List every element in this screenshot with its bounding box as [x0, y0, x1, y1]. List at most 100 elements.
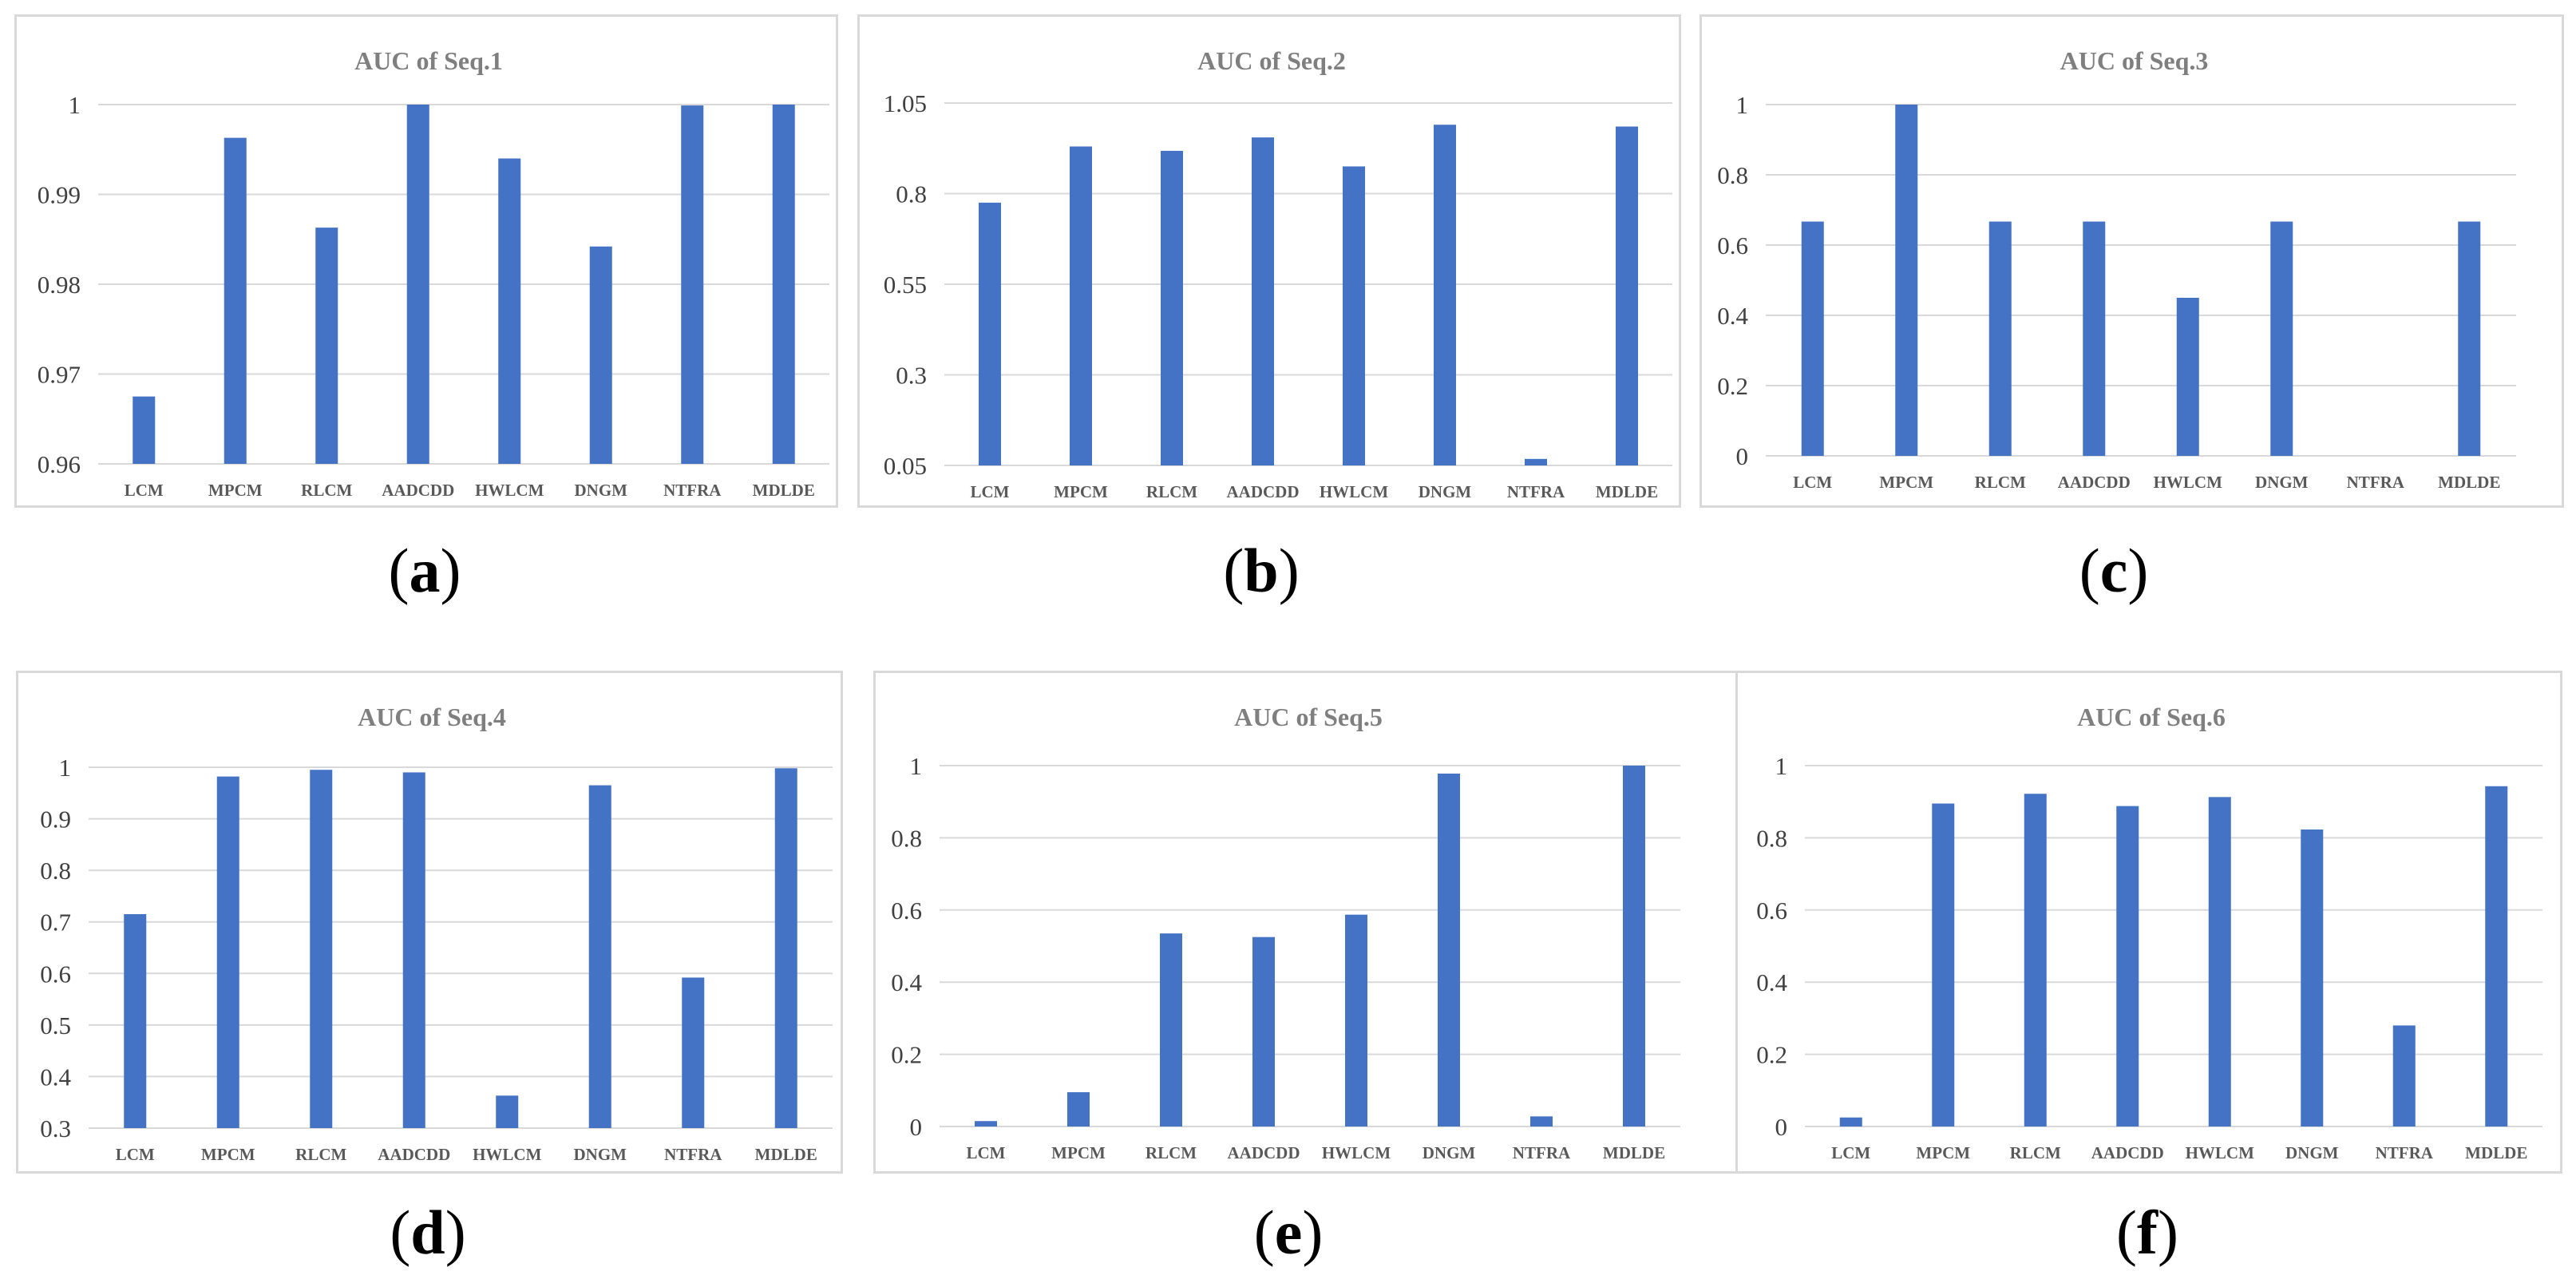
- y-tick-label: 1.05: [884, 89, 927, 117]
- x-tick-label: DNGM: [1423, 1143, 1476, 1162]
- chart-panel-seq3: AUC of Seq.3 0 0.2 0.4 0.6 0.8 1 LCM MPCM RLCM AAD…: [1700, 14, 2564, 508]
- caption-f: (f): [2116, 1198, 2178, 1267]
- bar-aadcdd: [406, 105, 429, 464]
- y-tick-label: 1: [1736, 91, 1749, 119]
- chart-seq3: AUC of Seq.3 0 0.2 0.4 0.6 0.8 1 LCM MPCM RLCM AAD…: [1717, 46, 2516, 492]
- bar-ntfra: [1525, 458, 1547, 465]
- bar-mpcm: [1895, 105, 1918, 456]
- y-tick-label: 0.6: [1756, 897, 1787, 925]
- x-tick-label: MPCM: [1051, 1143, 1106, 1162]
- y-tick-label: 0.4: [40, 1063, 71, 1091]
- caption-e: (e): [1253, 1198, 1324, 1267]
- bar-aadcdd: [2083, 221, 2106, 456]
- chart-seq2: AUC of Seq.2 0.05 0.3 0.55 0.8 1.05 LCM MPCM RLC…: [884, 46, 1672, 501]
- caption-b: (b): [1223, 536, 1300, 605]
- y-tick-label: 0.4: [891, 968, 922, 996]
- x-tick-label: DNGM: [2255, 473, 2309, 492]
- chart-panel-seq1: AUC of Seq.1 0.96 0.97 0.98 0.99 1 LCM MPCM RLCM…: [14, 14, 838, 508]
- bar-rlcm: [1161, 150, 1183, 466]
- bar-mpcm: [224, 137, 247, 464]
- bar-mdlde: [2485, 786, 2508, 1127]
- x-tick-label: AADCDD: [378, 1145, 450, 1164]
- y-tick-label: 0.8: [1756, 824, 1787, 852]
- y-tick-label: 0.97: [38, 361, 81, 389]
- y-tick-label: 1: [1775, 752, 1788, 780]
- caption-letter: a: [409, 536, 441, 605]
- caption-c: (c): [2079, 536, 2149, 605]
- bar-ntfra: [2392, 1025, 2416, 1127]
- bar-dngm: [1434, 125, 1456, 466]
- bar-mdlde: [774, 768, 797, 1128]
- x-tick-label: HWLCM: [2154, 473, 2223, 492]
- x-tick-label: MDLDE: [753, 481, 815, 500]
- bar-mdlde: [772, 105, 795, 464]
- y-tick-label: 0.8: [896, 180, 927, 208]
- x-tick-label: NTFRA: [2376, 1143, 2434, 1162]
- x-tick-label: HWLCM: [2186, 1143, 2255, 1162]
- bar-hwlcm: [1345, 914, 1367, 1127]
- bar-rlcm: [1160, 933, 1182, 1127]
- caption-letter: f: [2137, 1198, 2158, 1267]
- x-tick-label: RLCM: [2010, 1143, 2061, 1162]
- bar-aadcdd: [1252, 936, 1275, 1127]
- bar-mpcm: [216, 776, 239, 1128]
- y-tick-label: 0.6: [891, 897, 922, 925]
- bar-lcm: [1801, 221, 1824, 456]
- bar-hwlcm: [498, 158, 521, 464]
- x-tick-label: AADCDD: [1227, 482, 1300, 501]
- x-tick-label: LCM: [125, 481, 164, 500]
- x-tick-label: NTFRA: [663, 481, 722, 500]
- bar-mdlde: [2458, 221, 2481, 456]
- bar-mdlde: [1623, 766, 1645, 1127]
- x-tick-label: RLCM: [301, 481, 352, 500]
- bar-lcm: [124, 914, 147, 1128]
- caption-a: (a): [388, 536, 461, 605]
- bar-rlcm: [315, 228, 338, 464]
- bar-dngm: [1438, 773, 1460, 1127]
- x-tick-label: NTFRA: [664, 1145, 722, 1164]
- chart-title: AUC of Seq.1: [354, 46, 503, 75]
- bar-ntfra: [681, 105, 704, 464]
- x-tick-label: LCM: [967, 1143, 1006, 1162]
- y-tick-label: 0.4: [1717, 302, 1748, 330]
- chart-panel-seq5: AUC of Seq.5 0 0.2 0.4 0.6 0.8 1 LCM MPCM RLCM AAD…: [873, 671, 1739, 1174]
- x-tick-label: NTFRA: [1507, 482, 1565, 501]
- x-tick-label: NTFRA: [2347, 473, 2405, 492]
- caption-letter: e: [1274, 1198, 1303, 1267]
- bar-hwlcm: [2208, 797, 2231, 1127]
- x-tick-label: MPCM: [1054, 482, 1108, 501]
- y-tick-label: 0.2: [1717, 372, 1748, 400]
- x-tick-label: DNGM: [575, 481, 628, 500]
- bar-aadcdd: [2116, 806, 2139, 1127]
- y-tick-label: 0.05: [884, 452, 927, 480]
- bar-hwlcm: [496, 1095, 519, 1128]
- caption-letter: d: [410, 1198, 445, 1267]
- x-tick-label: RLCM: [1146, 1143, 1197, 1162]
- x-tick-label: MDLDE: [1603, 1143, 1665, 1162]
- bar-dngm: [588, 785, 611, 1128]
- x-tick-label: MDLDE: [2438, 473, 2500, 492]
- bar-rlcm: [1988, 221, 2012, 456]
- y-tick-label: 1: [69, 91, 81, 119]
- chart-seq5: AUC of Seq.5 0 0.2 0.4 0.6 0.8 1 LCM MPCM RLCM AAD…: [891, 703, 1680, 1162]
- caption-letter: c: [2099, 536, 2128, 605]
- y-tick-label: 0: [1775, 1113, 1788, 1141]
- x-tick-label: AADCDD: [2058, 473, 2131, 492]
- bar-dngm: [2270, 221, 2293, 456]
- bar-lcm: [1839, 1117, 1862, 1127]
- chart-seq4: AUC of Seq.4 0.3 0.4 0.5 0.6 0.7 0.8 0.9 1 LCM MPC…: [40, 703, 833, 1164]
- x-tick-label: HWLCM: [1322, 1143, 1391, 1162]
- x-tick-label: DNGM: [574, 1145, 627, 1164]
- bar-rlcm: [310, 770, 333, 1128]
- chart-seq1: AUC of Seq.1 0.96 0.97 0.98 0.99 1 LCM MPCM RLCM…: [38, 46, 829, 500]
- y-tick-label: 0.9: [40, 806, 71, 834]
- x-tick-label: NTFRA: [1513, 1143, 1571, 1162]
- x-tick-label: LCM: [971, 482, 1010, 501]
- y-tick-label: 1: [910, 752, 923, 780]
- caption-d: (d): [390, 1198, 466, 1267]
- x-tick-label: RLCM: [1975, 473, 2026, 492]
- y-tick-label: 0.55: [884, 271, 927, 299]
- chart-panel-seq6: AUC of Seq.6 0 0.2 0.4 0.6 0.8 1 LCM MPCM RLCM AAD…: [1735, 671, 2562, 1174]
- bar-dngm: [2301, 830, 2324, 1127]
- bar-lcm: [975, 1121, 997, 1127]
